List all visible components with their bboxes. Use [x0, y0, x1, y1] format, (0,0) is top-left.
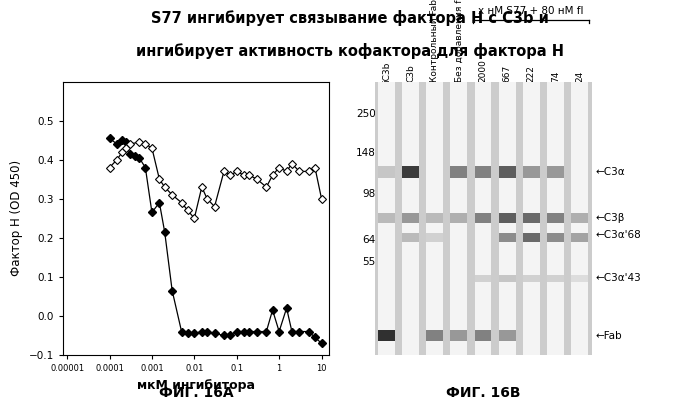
- Y-axis label: Фактор Н (OD 450): Фактор Н (OD 450): [10, 160, 23, 276]
- Text: 667: 667: [503, 64, 512, 82]
- Text: ←C3α'68: ←C3α'68: [595, 230, 640, 239]
- Text: Контрольный Fab: Контрольный Fab: [430, 0, 440, 82]
- Text: 98: 98: [363, 188, 376, 199]
- Text: 64: 64: [363, 235, 376, 245]
- Text: 24: 24: [575, 70, 584, 82]
- Text: 222: 222: [526, 65, 536, 82]
- Text: x нМ S77 + 80 нМ fI: x нМ S77 + 80 нМ fI: [479, 6, 584, 16]
- Text: S77 ингибирует связывание фактора Н с С3b и: S77 ингибирует связывание фактора Н с С3…: [151, 10, 549, 26]
- Text: 55: 55: [363, 257, 376, 267]
- Text: 74: 74: [551, 70, 560, 82]
- Text: iC3b: iC3b: [382, 61, 391, 82]
- Text: ингибирует активность кофактора для фактора Н: ингибирует активность кофактора для факт…: [136, 43, 564, 59]
- Text: Без добавления fH: Без добавления fH: [454, 0, 463, 82]
- Text: 148: 148: [356, 148, 376, 157]
- Text: C3b: C3b: [406, 64, 415, 82]
- Text: ←C3α'43: ←C3α'43: [595, 273, 640, 284]
- Text: ФИГ. 16А: ФИГ. 16А: [159, 386, 233, 400]
- Text: ←C3β: ←C3β: [595, 213, 624, 223]
- Text: ФИГ. 16В: ФИГ. 16В: [446, 386, 520, 400]
- X-axis label: мкМ ингибитора: мкМ ингибитора: [137, 379, 255, 392]
- Text: ←C3α: ←C3α: [595, 167, 624, 177]
- Text: 250: 250: [356, 109, 376, 120]
- Text: ←Fab: ←Fab: [595, 331, 622, 341]
- Text: 2000: 2000: [479, 59, 487, 82]
